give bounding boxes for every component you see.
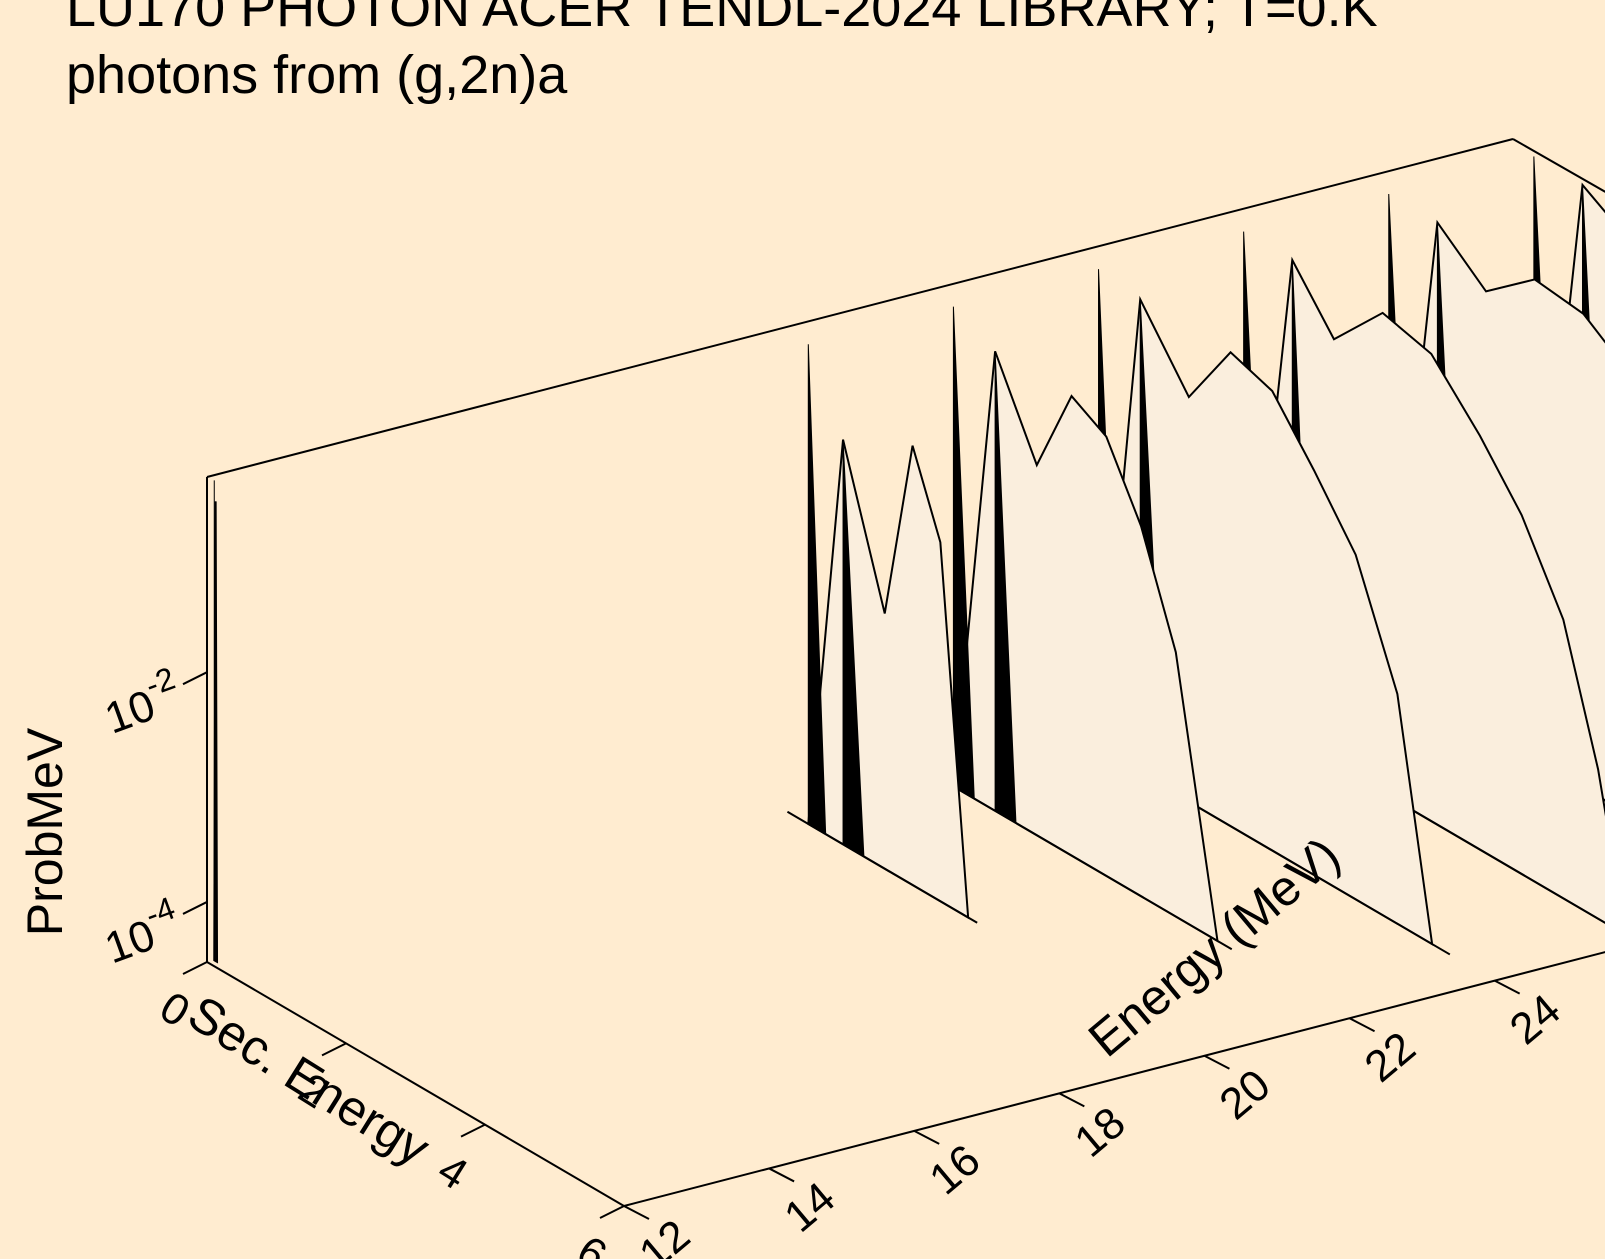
y-tick-label: 20 xyxy=(1211,1060,1280,1129)
y-axis-line xyxy=(623,951,1605,1207)
z-tick xyxy=(182,901,208,915)
y-tick xyxy=(768,1167,795,1183)
x-tick xyxy=(321,1042,347,1057)
y-tick-label: 14 xyxy=(775,1173,844,1242)
y-tick xyxy=(1494,979,1521,995)
slice-baseline xyxy=(786,810,978,924)
z-tick-label: 10-4 xyxy=(95,890,189,974)
back-top-right-edge xyxy=(1512,138,1605,193)
chart-title-line1: LU170 PHOTON ACER TENDL-2024 LIBRARY; T=… xyxy=(66,0,1378,38)
back-top-edge xyxy=(206,138,1514,478)
spectrum-spike xyxy=(807,344,827,836)
y-tick-label: 18 xyxy=(1066,1098,1135,1167)
x-tick xyxy=(182,961,208,975)
x-tick xyxy=(460,1123,486,1138)
y-tick xyxy=(623,1205,650,1220)
chart-subtitle: photons from (g,2n)a xyxy=(66,45,568,105)
spectrum-spike xyxy=(952,306,975,800)
z-axis-title: ProbMeV xyxy=(17,727,73,936)
y-tick xyxy=(1058,1092,1085,1108)
spectra-slices xyxy=(213,156,1605,964)
slice-baseline xyxy=(932,773,1233,951)
spectrum-slice xyxy=(213,480,219,964)
x-tick-label: 4 xyxy=(429,1145,476,1200)
spectrum-spike xyxy=(213,480,216,962)
x-tick-label: 6 xyxy=(568,1226,615,1259)
slice-baseline xyxy=(213,959,218,963)
z-tick-label: 10-2 xyxy=(95,660,189,744)
spectrum-area xyxy=(952,350,1219,943)
x-tick xyxy=(599,1205,625,1219)
x-axis-title: Sec. Energy xyxy=(179,985,440,1177)
spectrum-slice xyxy=(932,306,1233,951)
y-tick-label: 12 xyxy=(630,1210,699,1259)
y-tick-label: 24 xyxy=(1501,985,1570,1054)
y-tick xyxy=(1203,1054,1230,1070)
x-axis-line xyxy=(206,961,625,1207)
spectrum-slice xyxy=(786,344,978,924)
z-tick xyxy=(182,671,208,686)
y-tick xyxy=(1349,1017,1376,1033)
spectrum-spike xyxy=(215,501,217,963)
y-tick-label: 22 xyxy=(1356,1023,1425,1092)
y-tick xyxy=(913,1130,940,1145)
axes-frame xyxy=(206,138,1605,1207)
spectrum-area xyxy=(807,439,970,920)
y-tick-label: 16 xyxy=(920,1135,989,1204)
